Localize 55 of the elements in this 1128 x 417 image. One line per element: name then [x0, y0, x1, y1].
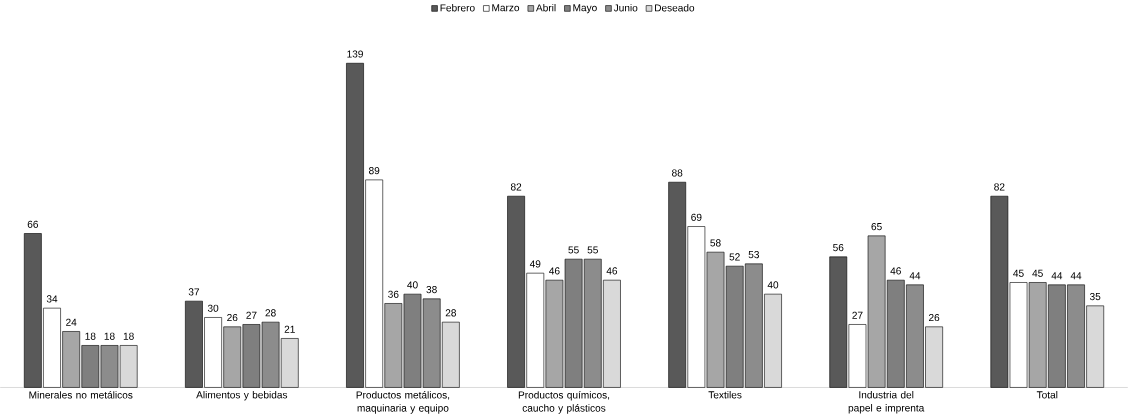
data-label: 52	[729, 253, 740, 261]
data-label: 37	[188, 288, 200, 296]
data-label: 45	[1032, 269, 1043, 277]
data-label: 30	[207, 304, 219, 312]
data-label: 40	[407, 281, 418, 289]
data-label: 36	[388, 290, 399, 298]
data-label: 44	[1070, 272, 1082, 280]
x-tick-label: Industria del papel e imprenta	[848, 391, 925, 414]
x-tick-label: Productos químicos, caucho y plásticos	[518, 391, 610, 414]
data-label: 46	[549, 267, 560, 275]
data-label: 18	[85, 332, 96, 340]
data-label: 88	[672, 169, 683, 177]
data-label: 35	[1089, 293, 1101, 301]
data-label: 26	[928, 313, 940, 322]
data-label: 40	[767, 281, 779, 289]
data-label: 46	[606, 267, 618, 275]
data-label: 18	[123, 332, 134, 340]
legend-label: Marzo	[492, 4, 520, 12]
data-label: 44	[1051, 272, 1063, 280]
data-label: 34	[46, 295, 58, 303]
data-label: 65	[871, 223, 882, 231]
data-label: 55	[587, 246, 598, 254]
data-label: 38	[426, 286, 437, 294]
data-label: 28	[265, 309, 276, 317]
legend-label: Febrero	[440, 4, 475, 12]
legend-label: Deseado	[655, 4, 695, 12]
legend-label: Abril	[535, 4, 556, 12]
legend-label: Junio	[613, 4, 638, 12]
data-label: 46	[890, 267, 901, 275]
data-label: 82	[994, 183, 1005, 191]
x-tick-label: Total	[1036, 391, 1058, 399]
data-label: 24	[66, 318, 77, 326]
x-tick-label: Alimentos y bebidas	[196, 391, 288, 401]
data-label: 89	[369, 167, 380, 175]
x-tick-label: Minerales no metálicos	[29, 391, 133, 399]
x-tick-label: Productos metálicos, maquinaria y equipo	[356, 391, 450, 414]
x-tick-label: Textiles	[708, 391, 742, 399]
data-label: 27	[246, 311, 257, 319]
data-label: 139	[347, 50, 363, 58]
data-label: 44	[909, 272, 921, 280]
data-label: 18	[104, 332, 115, 340]
data-label: 53	[748, 251, 760, 259]
data-label: 49	[529, 260, 541, 268]
data-label: 55	[568, 246, 579, 254]
data-label: 45	[1013, 269, 1024, 277]
data-label: 58	[710, 239, 721, 247]
data-label: 82	[510, 183, 522, 191]
data-label: 56	[833, 244, 844, 252]
data-label: 26	[227, 313, 238, 322]
data-label: 21	[284, 325, 295, 333]
data-label: 69	[691, 213, 702, 221]
data-label: 28	[445, 309, 456, 317]
data-label: 27	[852, 311, 863, 319]
legend-label: Mayo	[573, 4, 597, 14]
data-label: 66	[27, 220, 39, 228]
